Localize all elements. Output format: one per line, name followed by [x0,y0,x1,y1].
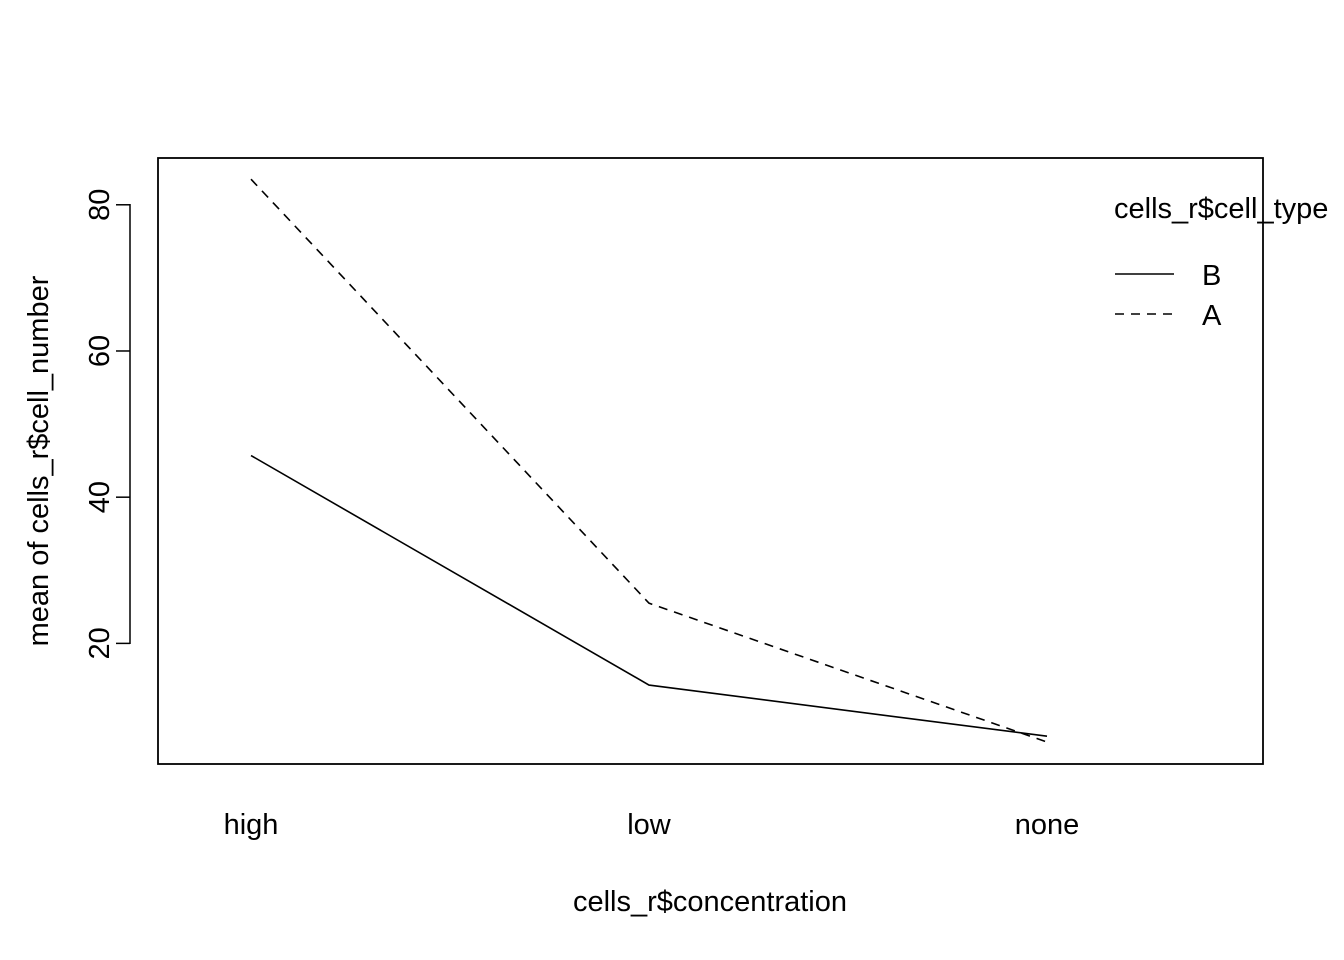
legend-label-A: A [1202,300,1222,332]
legend-label-B: B [1202,260,1221,292]
legend-items: BA [1115,260,1222,332]
legend: cells_r$cell_type BA [1114,193,1328,332]
y-tick-label: 40 [84,481,116,513]
series-line-B [250,454,1048,738]
x-tick-label: high [224,809,279,841]
x-axis-label: cells_r$concentration [573,886,847,918]
x-tick-label: low [627,809,672,841]
legend-title: cells_r$cell_type [1114,193,1328,225]
x-tick-labels: high low none [224,809,1080,841]
y-ticks: 20 40 60 80 [84,189,130,660]
series-lines [250,178,1048,743]
x-tick-label: none [1015,809,1080,841]
y-axis-label: mean of cells_r$cell_number [23,275,55,646]
series-line-A [250,178,1048,743]
plot-frame [157,157,1264,765]
y-tick-label: 20 [84,627,116,659]
y-tick-label: 60 [84,335,116,367]
y-tick-label: 80 [84,189,116,221]
